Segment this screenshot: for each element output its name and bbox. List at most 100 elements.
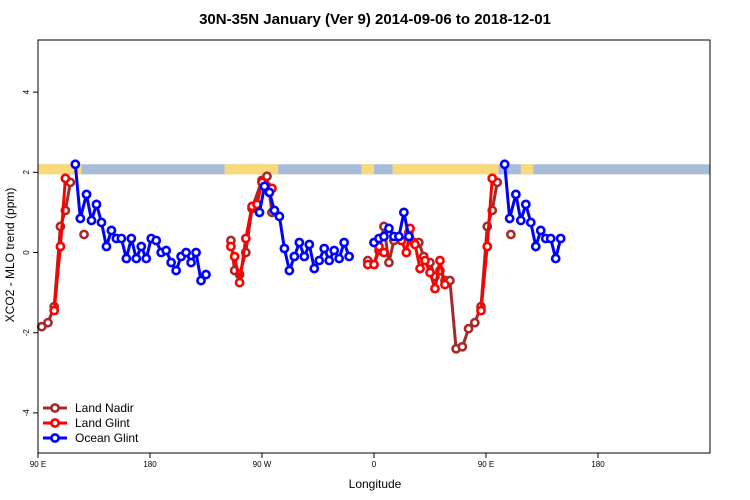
data-point [334,253,345,264]
data-point [86,215,97,226]
data-point [469,317,480,328]
data-point [324,255,335,266]
x-tick-label: 180 [591,460,605,469]
data-point [49,305,60,316]
data-point [264,187,275,198]
land-ocean-band [38,164,710,175]
data-point [499,159,510,170]
y-tick-label: 4 [22,89,31,94]
land-band-segment [392,164,499,175]
data-point [186,257,196,268]
data-point [269,205,280,216]
data-point [60,173,71,184]
data-point [482,241,493,252]
data-point [201,269,211,280]
data-point [398,207,409,218]
y-tick-label: -2 [22,329,31,337]
data-point [344,251,355,262]
data-point [401,247,412,258]
data-point [274,211,285,222]
data-point [329,245,340,256]
y-axis-label: XCO2 - MLO trend (ppm) [3,188,17,323]
data-point [550,253,561,264]
data-point [515,215,526,226]
legend-item: Land Glint [43,416,130,430]
data-point [379,247,389,258]
x-tick-label: 90 W [253,460,272,469]
data-point [196,275,206,286]
data-point [166,257,177,268]
chart-title: 30N-35N January (Ver 9) 2014-09-06 to 20… [199,11,551,28]
data-point [106,225,117,236]
land-band-segment [38,164,82,175]
data-point [505,229,516,240]
data-point [96,217,107,228]
data-point [420,255,430,266]
data-point [161,245,172,256]
data-point [504,213,515,224]
data-point [339,237,350,248]
data-point [440,279,450,290]
data-point [289,251,300,262]
land-band-segment [224,164,279,175]
data-point [141,253,152,264]
legend-marker [50,418,60,428]
legend-marker [50,403,60,413]
x-axis-label: Longitude [349,477,402,491]
data-point [384,223,394,234]
data-point [254,207,265,218]
x-tick-label: 180 [143,460,157,469]
data-point [393,231,404,242]
data-point [319,243,330,254]
data-point [101,241,112,252]
data-point [262,171,272,182]
data-point [304,239,315,250]
data-point [487,173,498,184]
data-point [240,233,251,244]
data-point [121,253,132,264]
data-point [131,253,142,264]
data-point [79,229,89,240]
x-tick-label: 90 E [30,460,46,469]
data-point [435,255,445,266]
data-point [457,341,468,352]
land-band-segment [361,164,374,175]
data-point [181,247,191,258]
data-point [510,189,521,200]
data-point [520,199,531,210]
series-line [229,179,273,283]
data-point [259,181,270,192]
data-point [476,305,486,316]
data-point [191,247,201,258]
y-tick-label: 2 [22,170,31,175]
legend-label: Land Glint [75,416,130,430]
data-point [425,267,435,278]
series-land-glint [49,173,498,316]
data-point [279,243,290,254]
x-axis: 90 E 180 90 W 0 90 E 180 [30,453,605,469]
series-layer [36,159,566,354]
data-point [369,259,379,270]
data-point [525,217,536,228]
data-point [81,189,92,200]
y-tick-label: -4 [22,409,31,417]
data-point [379,231,389,242]
data-point [70,159,81,170]
data-point [116,233,127,244]
data-point [530,241,541,252]
data-point [384,257,394,268]
data-point [229,251,240,262]
data-point [535,225,546,236]
data-point [234,277,245,288]
data-point [545,233,556,244]
data-point [171,265,182,276]
legend-marker [50,433,60,443]
data-point [555,233,566,244]
data-point [75,213,86,224]
data-point [309,263,320,274]
data-point [403,231,414,242]
data-point [294,237,305,248]
legend-label: Ocean Glint [75,431,139,445]
data-point [151,235,162,246]
